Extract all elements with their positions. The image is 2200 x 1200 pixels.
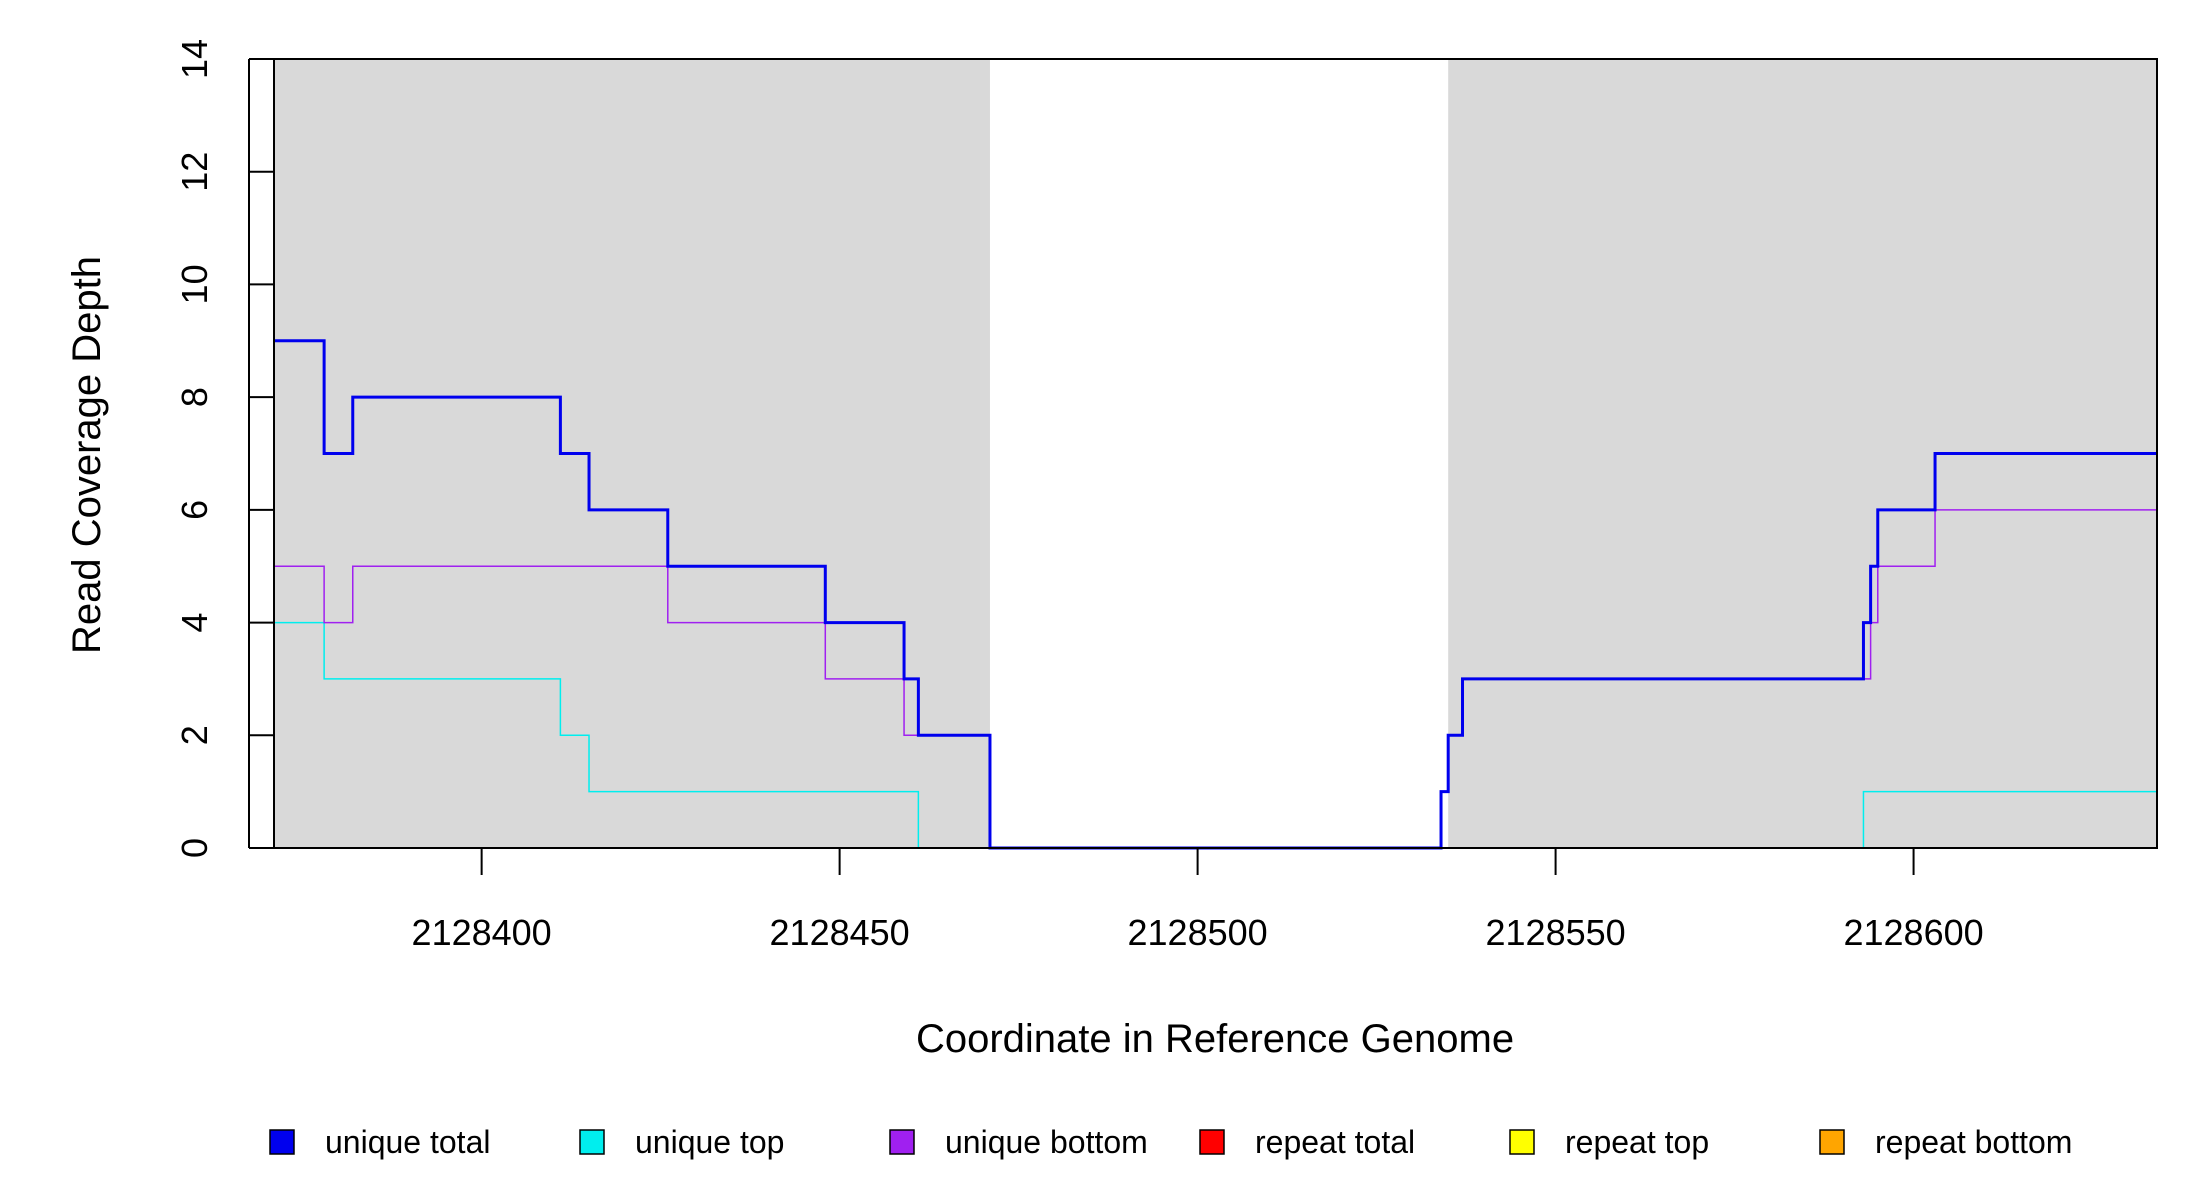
legend-swatch <box>1199 1129 1225 1155</box>
legend-label: repeat bottom <box>1875 1124 2072 1160</box>
legend-label: unique top <box>635 1124 784 1160</box>
y-tick-label: 12 <box>174 152 215 192</box>
y-tick-label: 0 <box>174 838 215 858</box>
series-line-unique-total <box>274 339 2157 850</box>
y-tick-label: 4 <box>174 613 215 633</box>
shaded-regions <box>274 59 2157 848</box>
legend-label: unique total <box>325 1124 490 1160</box>
legend-item: repeat top <box>1509 1124 1709 1160</box>
legend-item: unique top <box>579 1124 784 1160</box>
y-axis-title: Read Coverage Depth <box>65 256 109 654</box>
y-tick-label: 10 <box>174 264 215 304</box>
legend-label: repeat total <box>1255 1124 1415 1160</box>
legend-swatch <box>1509 1129 1535 1155</box>
legend-label: unique bottom <box>945 1124 1148 1160</box>
x-tick-label: 2128450 <box>770 912 910 953</box>
legend-item: repeat bottom <box>1819 1124 2072 1160</box>
y-tick-label: 6 <box>174 500 215 520</box>
legend-swatch <box>889 1129 915 1155</box>
x-tick-label: 2128400 <box>412 912 552 953</box>
legend-swatch <box>269 1129 295 1155</box>
legend: unique total unique top unique bottom repea… <box>269 1124 2072 1160</box>
legend-swatch <box>579 1129 605 1155</box>
legend-swatch <box>1819 1129 1845 1155</box>
x-tick-label: 2128550 <box>1486 912 1626 953</box>
legend-item: unique total <box>269 1124 490 1160</box>
shaded-region <box>274 59 990 848</box>
legend-item: unique bottom <box>889 1124 1148 1160</box>
y-tick-label: 14 <box>174 39 215 79</box>
y-tick-label: 8 <box>174 387 215 407</box>
x-tick-label: 2128600 <box>1843 912 1983 953</box>
y-axis: 0 2 4 6 8 10 12 14 <box>174 39 274 858</box>
legend-item: repeat total <box>1199 1124 1415 1160</box>
legend-label: repeat top <box>1565 1124 1709 1160</box>
series-line-unique-top <box>274 621 2157 849</box>
x-axis: 2128400 2128450 2128500 2128550 2128600 <box>412 847 1984 953</box>
x-tick-label: 2128500 <box>1128 912 1268 953</box>
x-axis-title: Coordinate in Reference Genome <box>916 1017 1514 1061</box>
y-tick-label: 2 <box>174 725 215 745</box>
